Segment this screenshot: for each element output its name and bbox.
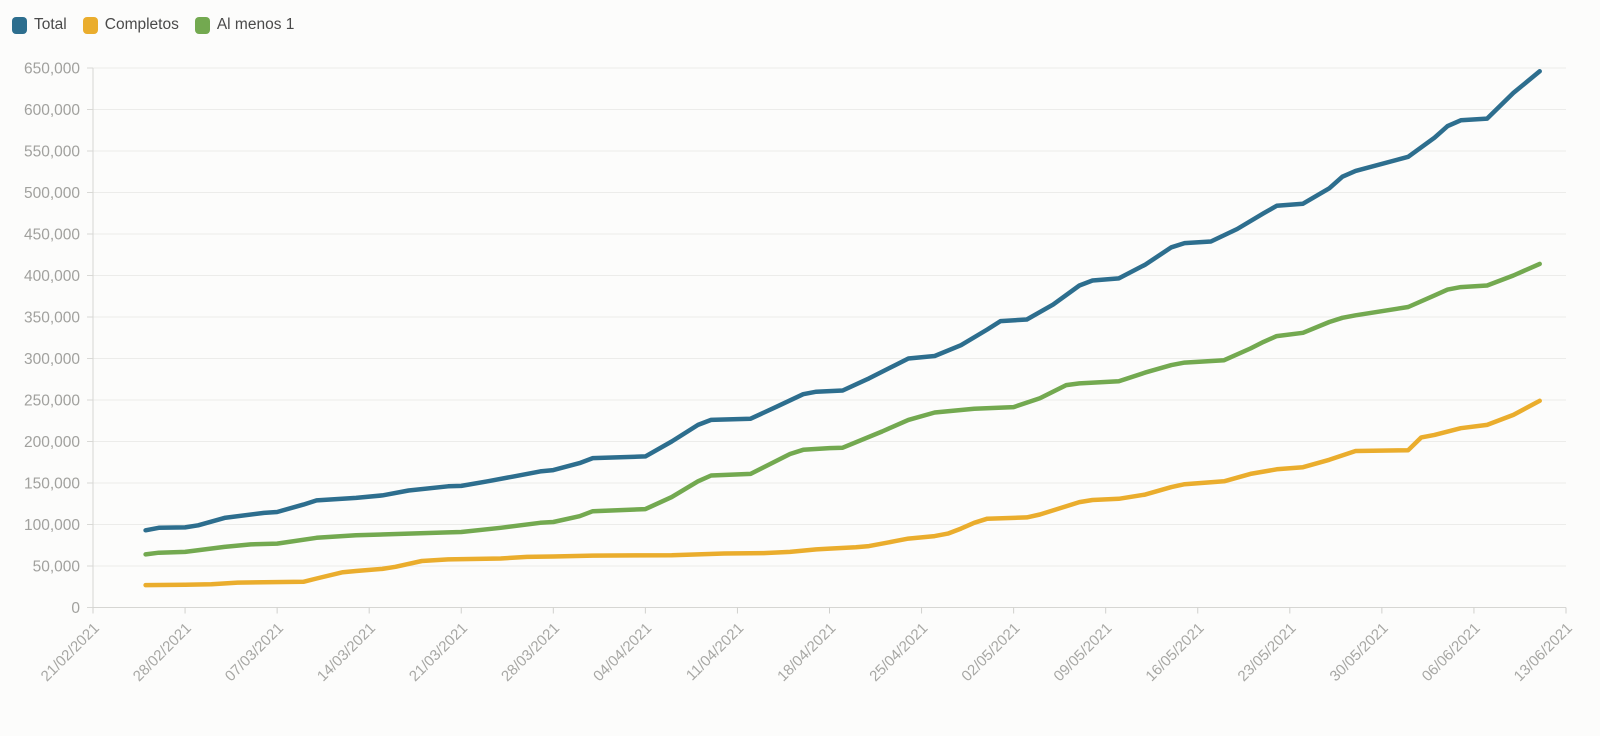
series-line-completos xyxy=(143,398,1542,588)
x-axis-label: 07/03/2021 xyxy=(222,620,287,685)
y-axis-label: 550,000 xyxy=(24,144,80,161)
y-axis-label: 650,000 xyxy=(24,61,80,78)
x-axis-label: 13/06/2021 xyxy=(1511,620,1576,685)
chart-legend: Total Completos Al menos 1 xyxy=(12,15,294,35)
x-axis-label: 11/04/2021 xyxy=(683,620,747,684)
x-axis-label: 16/05/2021 xyxy=(1142,620,1207,685)
y-axis-label: 400,000 xyxy=(24,268,80,285)
x-axis-label: 28/02/2021 xyxy=(130,620,195,685)
y-axis-label: 250,000 xyxy=(24,393,80,410)
x-axis-label: 30/05/2021 xyxy=(1327,620,1392,685)
legend-item-total[interactable]: Total xyxy=(12,15,67,35)
x-axis-label: 23/05/2021 xyxy=(1235,620,1300,685)
y-axis-label: 150,000 xyxy=(24,476,80,493)
legend-item-completos[interactable]: Completos xyxy=(82,15,179,35)
y-axis-label: 50,000 xyxy=(33,559,81,576)
legend-swatch-total xyxy=(12,16,27,34)
y-axis-label: 450,000 xyxy=(24,227,80,244)
y-axis-label: 0 xyxy=(71,600,80,617)
x-axis-label: 04/04/2021 xyxy=(590,620,655,685)
x-axis-label: 09/05/2021 xyxy=(1050,620,1115,685)
y-axis-label: 350,000 xyxy=(24,310,80,327)
x-axis-label: 28/03/2021 xyxy=(498,620,563,685)
y-axis-label: 500,000 xyxy=(24,185,80,202)
legend-swatch-al-menos-1 xyxy=(194,16,210,34)
y-axis-label: 200,000 xyxy=(24,434,80,451)
y-axis-label: 300,000 xyxy=(24,351,80,368)
x-axis-label: 14/03/2021 xyxy=(314,620,379,685)
x-axis-label: 21/02/2021 xyxy=(38,620,103,685)
legend-label: Completos xyxy=(104,16,179,33)
legend-swatch-completos xyxy=(82,16,98,34)
y-axis-label: 100,000 xyxy=(24,517,80,534)
x-axis-label: 25/04/2021 xyxy=(866,620,931,685)
series-line-al-menos-1 xyxy=(143,261,1542,557)
legend-label: Total xyxy=(34,16,67,33)
y-axis-label: 600,000 xyxy=(24,102,80,119)
legend-item-al-menos-1[interactable]: Al menos 1 xyxy=(194,15,295,35)
x-axis-label: 18/04/2021 xyxy=(774,620,839,685)
x-axis-label: 21/03/2021 xyxy=(406,620,471,685)
legend-label: Al menos 1 xyxy=(216,16,295,33)
x-axis-label: 02/05/2021 xyxy=(958,620,1023,685)
x-axis-label: 06/06/2021 xyxy=(1419,620,1484,685)
series-line-total xyxy=(143,69,1542,533)
